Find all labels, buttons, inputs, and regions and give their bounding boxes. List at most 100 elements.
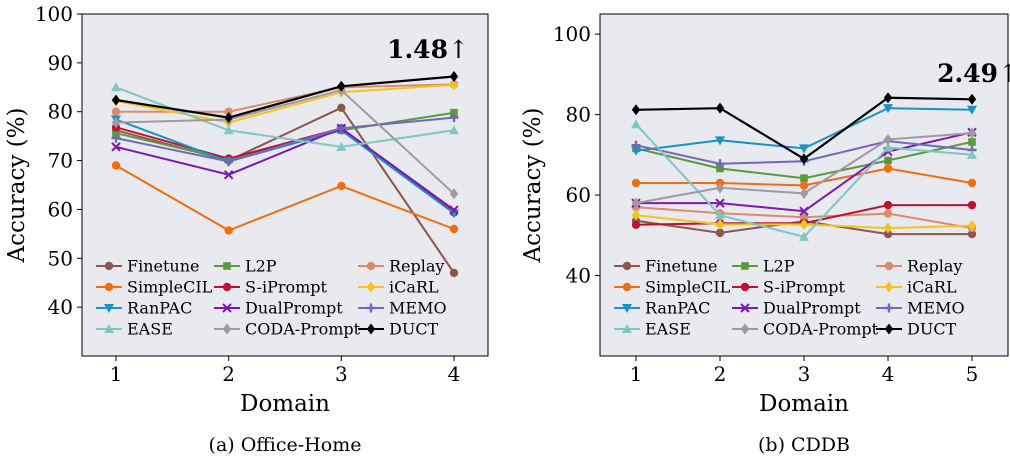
legend-item-finetune-marker bbox=[104, 261, 114, 271]
series-s-iprompt-marker bbox=[883, 200, 893, 210]
y-tick-label: 100 bbox=[35, 2, 73, 26]
x-tick-label: 4 bbox=[882, 362, 895, 386]
series-icarl-marker bbox=[631, 209, 641, 221]
legend-item-s-iprompt: S-iPrompt bbox=[732, 278, 846, 297]
legend-item-simplecil-marker bbox=[622, 282, 632, 292]
legend-item-icarl-marker bbox=[884, 281, 894, 293]
series-memo-marker bbox=[631, 140, 641, 150]
legend-item-replay: Replay bbox=[876, 257, 962, 276]
series-coda-prompt-marker bbox=[883, 134, 893, 146]
legend-item-coda-prompt: CODA-Prompt bbox=[214, 320, 361, 339]
legend-item-dualprompt-label: DualPrompt bbox=[245, 299, 343, 318]
series-duct-marker bbox=[224, 112, 233, 124]
series-simplecil bbox=[111, 161, 459, 235]
series-simplecil-marker bbox=[224, 226, 233, 235]
series-coda-prompt-marker bbox=[967, 127, 977, 139]
legend-item-ranpac-label: RanPAC bbox=[127, 299, 192, 318]
series-coda-prompt-marker bbox=[449, 188, 459, 200]
series-ranpac-marker bbox=[631, 146, 641, 156]
legend-item-memo: MEMO bbox=[876, 299, 965, 318]
legend-item-ranpac-marker bbox=[104, 304, 114, 313]
series-l2p-marker bbox=[968, 138, 976, 146]
series-simplecil-marker bbox=[967, 178, 977, 188]
x-axis-ticks: 1 2 3 4 5 bbox=[630, 356, 978, 386]
series-simplecil-line bbox=[115, 164, 455, 232]
series-duct-marker bbox=[715, 102, 725, 114]
y-axis-ticks: 40 60 80 100 bbox=[553, 22, 600, 288]
legend-item-s-iprompt-marker bbox=[740, 282, 750, 292]
series-icarl-marker bbox=[799, 218, 809, 230]
y-axis-ticks: 40 50 60 70 80 90 100 bbox=[35, 2, 82, 319]
series-memo bbox=[111, 113, 459, 167]
series-ranpac-marker bbox=[715, 136, 725, 146]
series-dualprompt bbox=[111, 123, 459, 215]
series-replay-marker bbox=[224, 107, 233, 116]
series-ease-marker bbox=[799, 231, 809, 241]
series-coda-prompt-line bbox=[115, 89, 455, 195]
series-memo-marker bbox=[449, 113, 459, 123]
series-ease-marker bbox=[449, 125, 459, 135]
series-ease-marker bbox=[883, 142, 893, 152]
series-ranpac-marker bbox=[967, 105, 977, 115]
legend-item-l2p-marker bbox=[741, 262, 749, 270]
series-dualprompt-marker bbox=[799, 206, 809, 216]
legend-item-s-iprompt-label: S-iPrompt bbox=[245, 278, 328, 297]
series-replay-marker bbox=[799, 212, 809, 222]
x-tick-label: 3 bbox=[335, 362, 348, 386]
series-coda-prompt-marker bbox=[715, 182, 725, 194]
series-coda-prompt-marker bbox=[111, 116, 121, 128]
series-ranpac-marker bbox=[799, 144, 809, 154]
series-duct-marker bbox=[799, 153, 809, 165]
legend-item-memo: MEMO bbox=[358, 299, 447, 318]
legend-item-duct: DUCT bbox=[876, 320, 957, 339]
legend-item-simplecil-label: SimpleCIL bbox=[645, 278, 731, 297]
series-memo-marker bbox=[224, 157, 234, 167]
series-dualprompt-marker bbox=[223, 170, 234, 180]
series-s-iprompt-marker bbox=[631, 220, 641, 230]
legend-item-dualprompt: DualPrompt bbox=[214, 299, 343, 318]
legend-item-icarl-marker bbox=[366, 281, 376, 293]
series-simplecil-marker bbox=[337, 181, 346, 191]
series-duct bbox=[631, 92, 977, 165]
x-tick-label: 1 bbox=[110, 362, 123, 386]
series-s-iprompt-marker bbox=[967, 200, 977, 210]
series-ease-marker bbox=[111, 82, 121, 92]
legend-item-dualprompt-marker bbox=[740, 303, 750, 313]
y-tick-label: 40 bbox=[566, 264, 591, 288]
legend-item-l2p-label: L2P bbox=[245, 257, 277, 276]
legend-item-ranpac-marker bbox=[622, 304, 632, 313]
legend-item-s-iprompt-label: S-iPrompt bbox=[763, 278, 846, 297]
series-l2p-marker bbox=[800, 174, 808, 182]
legend-item-duct: DUCT bbox=[358, 320, 439, 339]
legend-item-memo-label: MEMO bbox=[389, 299, 447, 318]
legend-item-replay: Replay bbox=[358, 257, 444, 276]
x-axis-label: Domain bbox=[759, 391, 849, 417]
legend-item-replay-marker bbox=[366, 261, 376, 271]
series-ranpac-marker bbox=[883, 104, 893, 114]
legend-item-ranpac-label: RanPAC bbox=[645, 299, 710, 318]
legend-item-finetune-marker bbox=[622, 261, 632, 271]
legend-item-icarl: iCaRL bbox=[876, 278, 957, 297]
legend-item-duct-marker bbox=[366, 323, 376, 335]
legend-item-ranpac: RanPAC bbox=[614, 299, 710, 318]
series-duct-marker bbox=[449, 71, 459, 83]
y-tick-label: 60 bbox=[48, 197, 73, 221]
caption: (b) CDDB bbox=[758, 434, 850, 456]
legend-item-finetune: Finetune bbox=[96, 257, 200, 276]
legend-item-finetune-label: Finetune bbox=[645, 257, 718, 276]
y-tick-label: 50 bbox=[48, 246, 73, 270]
legend-item-coda-prompt-marker bbox=[740, 323, 750, 335]
legend-item-ease: EASE bbox=[96, 320, 173, 339]
series-l2p-marker bbox=[450, 108, 458, 117]
legend-item-simplecil: SimpleCIL bbox=[614, 278, 731, 297]
legend-item-duct-label: DUCT bbox=[907, 320, 957, 339]
series-coda-prompt-marker bbox=[799, 187, 809, 199]
series-ease-marker bbox=[631, 119, 641, 129]
series-finetune-marker bbox=[715, 228, 725, 238]
legend-item-dualprompt: DualPrompt bbox=[732, 299, 861, 318]
series-memo-line bbox=[115, 116, 455, 163]
y-tick-label: 100 bbox=[553, 22, 591, 46]
series-icarl-marker bbox=[715, 218, 725, 230]
legend-item-dualprompt-marker bbox=[222, 303, 232, 313]
